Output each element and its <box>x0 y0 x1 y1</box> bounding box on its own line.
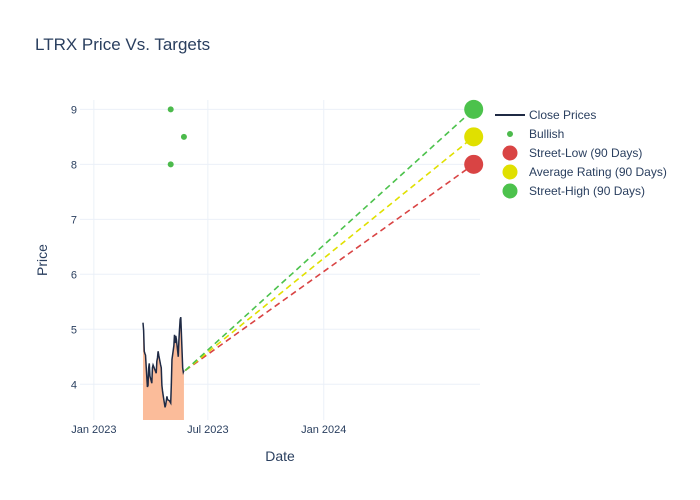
legend-marker-swatch <box>502 183 518 199</box>
bullish-point <box>167 106 174 113</box>
x-axis-title: Date <box>265 448 295 464</box>
street-low-days-marker <box>464 154 484 174</box>
legend-item[interactable]: Close Prices <box>495 108 596 122</box>
legend-label: Bullish <box>529 127 564 141</box>
legend-item[interactable]: Street-Low (90 Days) <box>502 145 643 161</box>
average-rating-days-projection <box>184 136 475 372</box>
grid-lines <box>80 100 480 420</box>
legend-label: Street-Low (90 Days) <box>529 146 642 160</box>
axis-ticks: 4 5 6 7 8 9 Jan 2023 Jul 2023 Jan 2024 <box>71 104 347 436</box>
plot-area <box>142 99 484 420</box>
average-rating-days-marker <box>464 127 484 147</box>
street-high-days-marker <box>464 99 484 119</box>
street-low-days-projection <box>184 163 475 372</box>
legend-marker-swatch <box>502 164 518 180</box>
legend-item[interactable]: Average Rating (90 Days) <box>502 164 667 180</box>
legend-marker-swatch <box>502 145 518 161</box>
legend-item[interactable]: Street-High (90 Days) <box>502 183 646 199</box>
close-price-area <box>142 317 184 420</box>
y-tick-label: 8 <box>71 159 77 171</box>
chart-title: LTRX Price Vs. Targets <box>35 35 210 54</box>
bullish-point <box>180 133 187 140</box>
y-tick-label: 4 <box>71 379 77 391</box>
y-tick-label: 6 <box>71 269 77 281</box>
x-tick-label: Jul 2023 <box>187 424 229 436</box>
y-tick-label: 7 <box>71 214 77 226</box>
y-axis-title: Price <box>34 244 50 276</box>
legend-marker-swatch <box>507 131 513 137</box>
legend-label: Average Rating (90 Days) <box>529 165 667 179</box>
legend-label: Close Prices <box>529 108 596 122</box>
x-tick-label: Jan 2024 <box>301 424 346 436</box>
bullish-point <box>167 161 174 168</box>
close-price-line <box>142 316 185 408</box>
legend-label: Street-High (90 Days) <box>529 184 645 198</box>
x-tick-label: Jan 2023 <box>71 424 116 436</box>
legend-item[interactable]: Bullish <box>507 127 564 141</box>
y-tick-label: 5 <box>71 324 77 336</box>
street-high-days-projection <box>184 108 475 372</box>
legend[interactable]: Close Prices Bullish Street-Low (90 Days) A… <box>495 108 667 199</box>
y-tick-label: 9 <box>71 104 77 116</box>
